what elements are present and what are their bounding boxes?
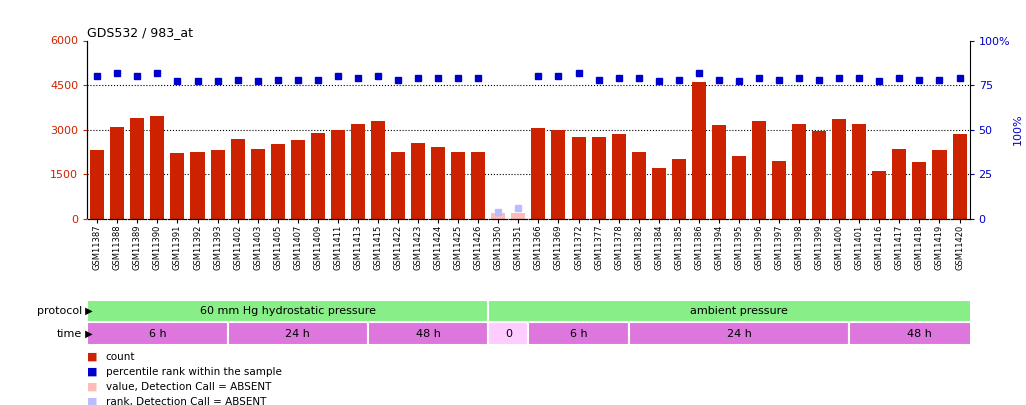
Bar [952, 134, 966, 219]
Bar [90, 150, 105, 219]
Y-axis label: 100%: 100% [1013, 114, 1023, 145]
Bar [772, 161, 786, 219]
Text: ambient pressure: ambient pressure [690, 306, 788, 316]
Bar [692, 82, 706, 219]
Bar [87, 322, 228, 345]
Text: 6 h: 6 h [569, 329, 587, 339]
Text: percentile rank within the sample: percentile rank within the sample [106, 367, 281, 377]
Bar [752, 121, 766, 219]
Bar [652, 168, 666, 219]
Bar [832, 119, 846, 219]
Bar [850, 322, 990, 345]
Bar [110, 127, 124, 219]
Text: ▶: ▶ [82, 306, 92, 316]
Text: ■: ■ [87, 352, 97, 362]
Bar [311, 132, 325, 219]
Bar [629, 322, 850, 345]
Bar [151, 116, 164, 219]
Bar [330, 130, 345, 219]
Bar [611, 134, 626, 219]
Bar [712, 125, 726, 219]
Bar [571, 137, 586, 219]
Bar [391, 152, 405, 219]
Bar [231, 139, 244, 219]
Bar [672, 159, 685, 219]
Text: 24 h: 24 h [726, 329, 751, 339]
Bar [528, 322, 629, 345]
Text: 24 h: 24 h [285, 329, 310, 339]
Text: value, Detection Call = ABSENT: value, Detection Call = ABSENT [106, 382, 271, 392]
Text: 60 mm Hg hydrostatic pressure: 60 mm Hg hydrostatic pressure [200, 306, 376, 316]
Bar [893, 149, 906, 219]
Bar [210, 150, 225, 219]
Text: GDS532 / 983_at: GDS532 / 983_at [87, 26, 193, 39]
Bar [813, 131, 826, 219]
Bar [511, 213, 525, 219]
Text: ■: ■ [87, 367, 97, 377]
Bar [491, 213, 506, 219]
Text: time: time [56, 329, 82, 339]
Bar [351, 124, 365, 219]
Bar [531, 128, 546, 219]
Bar [431, 147, 445, 219]
Bar [191, 152, 204, 219]
Bar [488, 322, 528, 345]
Text: 48 h: 48 h [416, 329, 440, 339]
Bar [872, 171, 886, 219]
Bar [130, 118, 145, 219]
Bar [853, 124, 866, 219]
Bar [170, 153, 185, 219]
Text: 48 h: 48 h [907, 329, 932, 339]
Bar [250, 149, 265, 219]
Text: count: count [106, 352, 135, 362]
Text: ▶: ▶ [82, 329, 92, 339]
Bar [228, 322, 368, 345]
Bar [368, 322, 488, 345]
Text: ■: ■ [87, 382, 97, 392]
Text: protocol: protocol [37, 306, 82, 316]
Bar [488, 300, 990, 322]
Bar [792, 124, 806, 219]
Bar [87, 300, 488, 322]
Bar [933, 150, 947, 219]
Bar [371, 121, 385, 219]
Text: 6 h: 6 h [149, 329, 166, 339]
Bar [271, 145, 285, 219]
Bar [912, 162, 926, 219]
Text: rank, Detection Call = ABSENT: rank, Detection Call = ABSENT [106, 396, 266, 405]
Bar [471, 152, 485, 219]
Text: 0: 0 [505, 329, 512, 339]
Bar [551, 130, 565, 219]
Bar [451, 152, 465, 219]
Bar [632, 152, 645, 219]
Text: ■: ■ [87, 396, 97, 405]
Bar [290, 140, 305, 219]
Bar [732, 156, 746, 219]
Bar [411, 143, 425, 219]
Bar [592, 137, 605, 219]
